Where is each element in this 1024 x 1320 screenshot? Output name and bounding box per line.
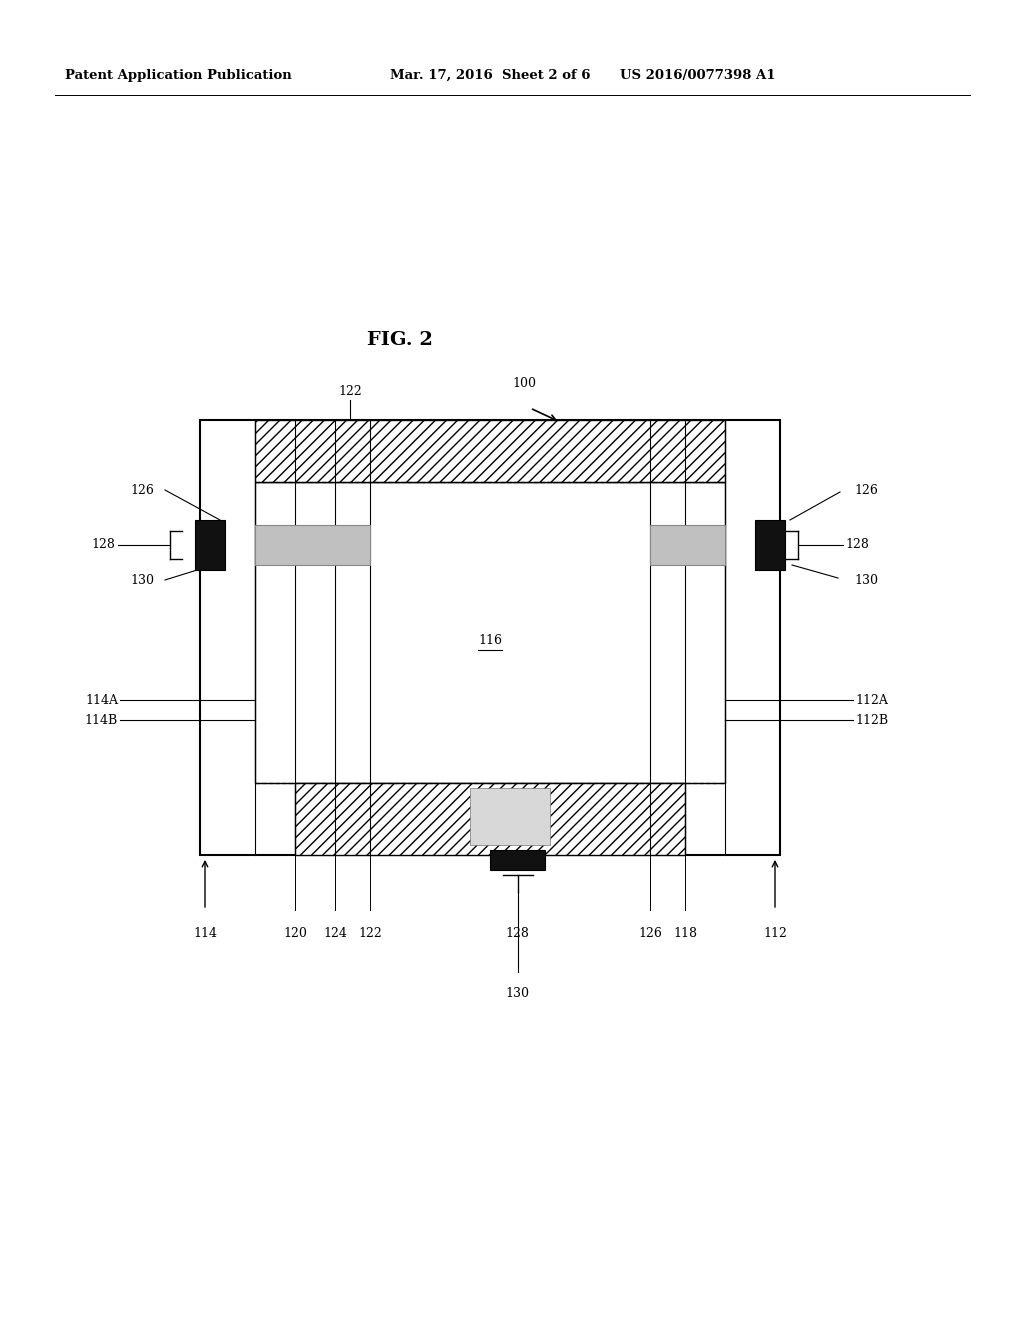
Text: Mar. 17, 2016  Sheet 2 of 6: Mar. 17, 2016 Sheet 2 of 6: [390, 69, 591, 82]
Text: 112: 112: [763, 927, 786, 940]
Bar: [295, 783, 685, 855]
Text: US 2016/0077398 A1: US 2016/0077398 A1: [620, 69, 775, 82]
Text: FIG. 2: FIG. 2: [367, 331, 433, 348]
Text: 100: 100: [512, 378, 536, 389]
Text: 122: 122: [338, 385, 361, 399]
Bar: [195, 520, 225, 570]
Bar: [200, 420, 780, 855]
Bar: [650, 525, 725, 565]
Text: 124: 124: [323, 927, 347, 940]
Text: 112B: 112B: [855, 714, 888, 726]
Text: 128: 128: [845, 539, 869, 552]
Bar: [490, 850, 545, 870]
Bar: [470, 788, 550, 845]
Text: 122: 122: [358, 927, 382, 940]
Text: 128: 128: [91, 539, 115, 552]
Text: Patent Application Publication: Patent Application Publication: [65, 69, 292, 82]
Bar: [255, 482, 725, 783]
Bar: [755, 520, 785, 570]
Text: 126: 126: [854, 483, 878, 496]
Text: 130: 130: [130, 573, 154, 586]
Text: 130: 130: [506, 987, 529, 1001]
Text: 114: 114: [193, 927, 217, 940]
Text: 112A: 112A: [855, 693, 888, 706]
Text: 126: 126: [638, 927, 662, 940]
Text: 126: 126: [130, 483, 154, 496]
Bar: [255, 420, 725, 482]
Text: 130: 130: [854, 573, 878, 586]
Text: 116: 116: [478, 634, 502, 647]
Text: 118: 118: [673, 927, 697, 940]
Bar: [255, 525, 370, 565]
Text: 114A: 114A: [85, 693, 118, 706]
Text: 128: 128: [506, 927, 529, 940]
Text: 120: 120: [283, 927, 307, 940]
Text: 114B: 114B: [85, 714, 118, 726]
